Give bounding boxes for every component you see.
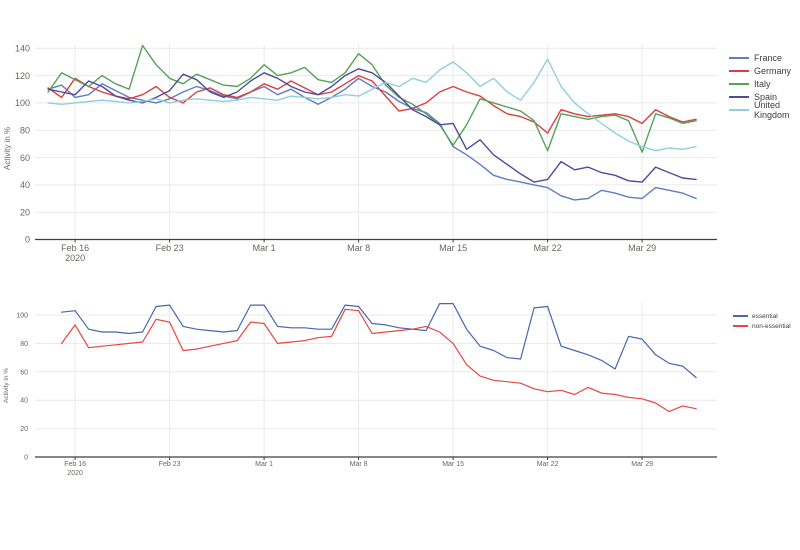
x-tick-label: Mar 29 xyxy=(631,461,653,468)
y-tick-label: 40 xyxy=(20,398,28,405)
legend-swatch-non-essential xyxy=(733,325,748,327)
y-tick-label: 0 xyxy=(24,455,28,462)
series-line-essential xyxy=(60,303,697,379)
x-tick-label: Feb 23 xyxy=(159,461,181,468)
x-tick-label: Feb 23 xyxy=(156,243,184,253)
series-line-france xyxy=(47,77,697,201)
legend-label-germany: Germany xyxy=(754,65,792,76)
y-tick-label: 20 xyxy=(20,426,28,433)
x-tick-label: Mar 22 xyxy=(537,461,559,468)
x-tick-label: Mar 22 xyxy=(534,243,562,253)
y-tick-label: 20 xyxy=(20,207,30,217)
essential-activity-plot: 0 20 40 60 80 100 Feb 16 2020 Feb 23 Mar 1 Mar 8 Ma… xyxy=(16,303,717,477)
y-tick-label: 60 xyxy=(20,153,30,163)
legend-item-italy: Italy xyxy=(729,77,800,90)
x-tick-label: 2020 xyxy=(65,253,85,263)
y-tick-label: 0 xyxy=(25,235,30,245)
y-tick-label: 100 xyxy=(15,98,30,108)
legend-swatch-france xyxy=(729,56,749,59)
y-tick-label: 140 xyxy=(15,44,30,54)
x-tick-label: 2020 xyxy=(67,470,83,477)
y-tick-label: 80 xyxy=(20,341,28,348)
series-line-spain xyxy=(47,68,697,183)
legend-swatch-italy xyxy=(729,82,749,85)
legend-swatch-united-kingdom xyxy=(729,108,749,111)
series-line-non-essential xyxy=(60,308,697,413)
legend-label-france: France xyxy=(754,52,783,63)
y-tick-label: 40 xyxy=(20,180,30,190)
legend-label-non-essential: non-essential xyxy=(752,322,791,330)
legend-item-united-kingdom: United Kingdom xyxy=(729,100,800,120)
x-tick-label: Mar 1 xyxy=(253,243,276,253)
x-tick-label: Mar 15 xyxy=(442,461,464,468)
y-tick-label: 120 xyxy=(15,71,30,81)
y-tick-label: 100 xyxy=(16,313,28,320)
legend-label-spain: Spain xyxy=(754,91,778,102)
legend-swatch-germany xyxy=(729,69,749,72)
x-tick-label: Mar 8 xyxy=(350,461,368,468)
legend-swatch-essential xyxy=(733,315,748,317)
bottom-chart-y-axis-label: Activity in % xyxy=(3,367,10,403)
legend-item-germany: Germany xyxy=(729,64,800,77)
top-chart-legend: France Germany Italy Spain United Kingdom xyxy=(729,51,800,120)
x-tick-label: Mar 15 xyxy=(439,243,467,253)
bottom-chart-legend: essential non-essential xyxy=(733,311,791,331)
legend-label-essential: essential xyxy=(752,312,778,320)
legend-label-italy: Italy xyxy=(754,78,771,89)
legend-item-essential: essential xyxy=(733,311,791,321)
legend-label-united-kingdom: United Kingdom xyxy=(754,99,790,120)
top-chart-y-axis-label: Activity in % xyxy=(3,126,12,171)
legend-item-spain: Spain xyxy=(729,90,800,103)
y-tick-label: 60 xyxy=(20,369,28,376)
x-tick-label: Mar 8 xyxy=(347,243,370,253)
x-tick-label: Feb 16 xyxy=(61,243,89,253)
x-tick-label: Mar 29 xyxy=(628,243,656,253)
x-tick-label: Mar 1 xyxy=(255,461,273,468)
legend-item-non-essential: non-essential xyxy=(733,321,791,331)
series-line-germany xyxy=(47,74,697,134)
y-tick-label: 80 xyxy=(20,126,30,136)
series-line-united-kingdom xyxy=(47,58,697,152)
series-line-italy xyxy=(47,44,697,153)
legend-swatch-spain xyxy=(729,95,749,98)
legend-item-france: France xyxy=(729,51,800,64)
x-tick-label: Feb 16 xyxy=(64,461,86,468)
